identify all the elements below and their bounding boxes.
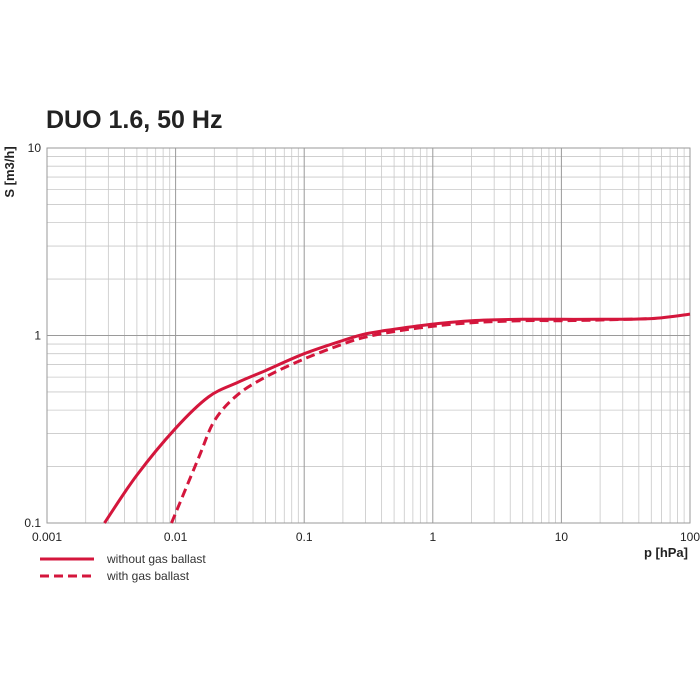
plot-frame (46, 147, 691, 524)
legend-label: with gas ballast (106, 569, 190, 583)
x-tick-label: 10 (555, 530, 569, 544)
chart-title: DUO 1.6, 50 Hz (46, 106, 223, 134)
legend: without gas ballast with gas ballast (40, 552, 206, 583)
y-tick-label: 0.1 (24, 516, 41, 530)
x-axis-label: p [hPa] (644, 545, 688, 560)
series-line-with-gas-ballast (170, 317, 652, 524)
x-tick-labels: 0.001 0.01 0.1 1 10 100 (32, 530, 700, 544)
x-tick-label: 1 (429, 530, 436, 544)
x-tick-label: 100 (680, 530, 700, 544)
series-lines (103, 312, 691, 524)
y-axis-label: S [m3/h] (2, 146, 17, 197)
y-tick-label: 1 (34, 329, 41, 343)
y-tick-labels: 0.1 1 10 (24, 141, 41, 530)
x-tick-label: 0.001 (32, 530, 62, 544)
y-tick-label: 10 (28, 141, 42, 155)
legend-label: without gas ballast (106, 552, 206, 566)
x-tick-label: 0.01 (164, 530, 188, 544)
x-tick-label: 0.1 (296, 530, 313, 544)
series-line-without-gas-ballast (103, 312, 691, 524)
